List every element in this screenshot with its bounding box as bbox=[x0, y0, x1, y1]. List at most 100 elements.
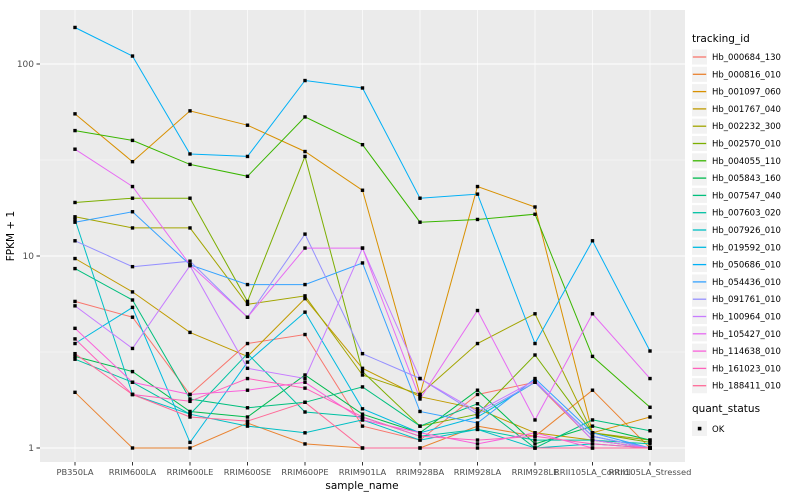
legend-label: Hb_005843_160 bbox=[712, 174, 781, 184]
point-marker bbox=[475, 412, 480, 416]
point-marker bbox=[360, 366, 365, 371]
point-marker bbox=[245, 123, 250, 127]
legend-label: Hb_007547_040 bbox=[712, 191, 781, 201]
point-marker bbox=[245, 360, 250, 364]
point-marker bbox=[188, 397, 192, 401]
point-marker bbox=[73, 299, 77, 304]
point-marker bbox=[73, 351, 77, 356]
point-marker bbox=[73, 341, 77, 346]
point-marker bbox=[73, 354, 77, 359]
point-marker bbox=[360, 351, 365, 356]
point-marker bbox=[73, 128, 77, 133]
point-marker bbox=[360, 373, 365, 377]
tracking-id-legend-title: tracking_id bbox=[692, 33, 750, 45]
x-tick-label: RRIM901LA bbox=[339, 467, 387, 477]
legend-entry: Hb_005843_160 bbox=[692, 170, 781, 186]
point-marker bbox=[418, 409, 422, 414]
point-marker bbox=[360, 385, 365, 389]
point-marker bbox=[245, 282, 250, 287]
legend-label: Hb_019592_010 bbox=[712, 243, 781, 253]
point-marker bbox=[245, 315, 250, 319]
point-marker bbox=[303, 154, 307, 159]
point-marker bbox=[303, 376, 307, 381]
legend-entry: Hb_105427_010 bbox=[692, 326, 781, 342]
point-marker bbox=[303, 294, 307, 298]
point-marker bbox=[533, 380, 537, 384]
x-tick-label: RRIM928LE bbox=[512, 467, 559, 477]
legend-label: Hb_114638_010 bbox=[712, 347, 781, 357]
quant-ok-label: OK bbox=[712, 425, 725, 435]
point-marker bbox=[648, 438, 652, 442]
y-axis-title: FPKM + 1 bbox=[5, 211, 17, 261]
point-marker bbox=[303, 332, 307, 337]
point-marker bbox=[130, 392, 135, 397]
point-marker bbox=[130, 210, 135, 214]
point-marker bbox=[475, 438, 480, 442]
legend-entry: Hb_050686_010 bbox=[692, 257, 781, 273]
point-marker bbox=[590, 239, 595, 243]
point-marker bbox=[418, 392, 422, 397]
legend-entry: Hb_001097_060 bbox=[692, 84, 781, 100]
point-marker bbox=[73, 326, 77, 331]
point-marker bbox=[590, 431, 595, 435]
point-marker bbox=[533, 434, 537, 439]
point-marker bbox=[73, 357, 77, 361]
point-marker bbox=[73, 337, 77, 341]
point-marker bbox=[303, 115, 307, 119]
point-marker bbox=[360, 446, 365, 450]
point-marker bbox=[188, 226, 192, 230]
tracking-id-legend: Hb_000684_130 Hb_000816_010 Hb_001097_060 H… bbox=[692, 49, 781, 394]
point-marker bbox=[130, 196, 135, 200]
point-marker bbox=[475, 308, 480, 313]
legend-entry: Hb_100964_010 bbox=[692, 309, 781, 324]
legend-label: Hb_050686_010 bbox=[712, 261, 781, 271]
point-marker bbox=[130, 264, 135, 269]
point-marker bbox=[648, 442, 652, 446]
legend-entry: Hb_188411_010 bbox=[692, 378, 781, 394]
point-marker bbox=[648, 415, 652, 419]
point-marker bbox=[360, 188, 365, 192]
point-marker bbox=[188, 162, 192, 167]
point-marker bbox=[303, 282, 307, 287]
quant-status-legend: OK bbox=[692, 421, 725, 436]
legend-label: Hb_002570_010 bbox=[712, 140, 781, 150]
legend-label: Hb_000816_010 bbox=[712, 70, 781, 80]
point-marker bbox=[73, 25, 77, 30]
point-marker bbox=[245, 415, 250, 419]
point-marker bbox=[303, 246, 307, 250]
point-marker bbox=[475, 446, 480, 450]
point-marker bbox=[590, 442, 595, 446]
point-marker bbox=[533, 341, 537, 346]
legend-entry: Hb_019592_010 bbox=[692, 239, 781, 255]
point-marker bbox=[73, 256, 77, 261]
point-marker bbox=[475, 409, 480, 414]
point-marker bbox=[648, 376, 652, 381]
point-marker bbox=[303, 410, 307, 414]
legend-entry: Hb_091761_010 bbox=[692, 291, 781, 307]
point-marker bbox=[188, 196, 192, 200]
legend-entry: Hb_001767_040 bbox=[692, 101, 781, 117]
point-marker bbox=[418, 220, 422, 224]
quant-ok-square-marker bbox=[697, 426, 702, 431]
legend-label: Hb_007603_020 bbox=[712, 209, 781, 219]
point-marker bbox=[130, 380, 135, 384]
point-marker bbox=[360, 415, 365, 419]
point-marker bbox=[475, 217, 480, 222]
point-marker bbox=[130, 159, 135, 164]
point-marker bbox=[475, 407, 480, 411]
quant-status-legend-title: quant_status bbox=[692, 403, 760, 415]
point-marker bbox=[303, 232, 307, 236]
point-marker bbox=[303, 380, 307, 384]
point-marker bbox=[590, 438, 595, 442]
point-marker bbox=[188, 446, 192, 450]
point-marker bbox=[73, 304, 77, 308]
point-marker bbox=[360, 86, 365, 90]
legend-entry: Hb_161023_010 bbox=[692, 360, 781, 376]
legend-entry: Hb_002232_300 bbox=[692, 118, 781, 134]
point-marker bbox=[73, 215, 77, 219]
point-marker bbox=[533, 378, 537, 383]
point-marker bbox=[245, 421, 250, 425]
point-marker bbox=[533, 446, 537, 450]
y-tick-label: 10 bbox=[23, 252, 35, 262]
x-tick-label: RRII105LA_Stressed bbox=[609, 467, 692, 477]
